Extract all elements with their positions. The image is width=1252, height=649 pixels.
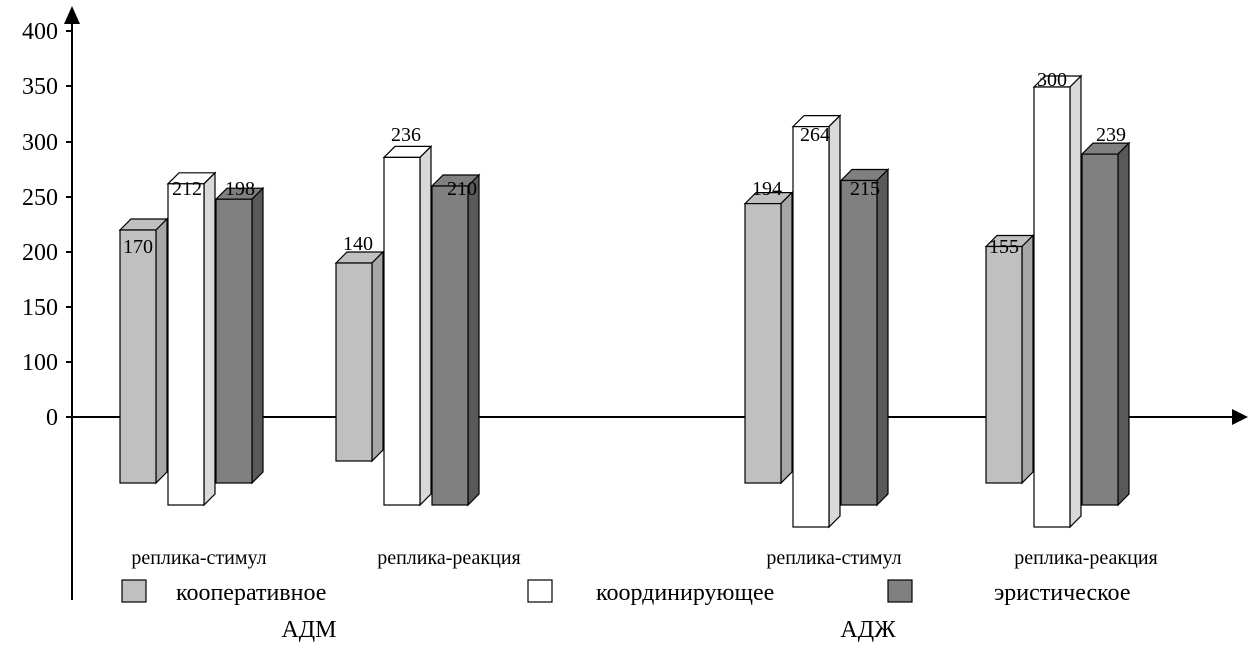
category-label: реплика-реакция bbox=[377, 547, 521, 569]
y-tick-label: 250 bbox=[22, 185, 58, 211]
bar bbox=[743, 191, 794, 485]
legend-label: эристическое bbox=[994, 580, 1131, 606]
y-tick-label: 200 bbox=[22, 240, 58, 266]
bar-value-label: 239 bbox=[1096, 124, 1126, 146]
group-labels: АДМ АДЖ bbox=[281, 617, 896, 643]
bar-front-face bbox=[840, 179, 878, 506]
bar-value-label: 170 bbox=[123, 236, 153, 258]
bar-side-face bbox=[155, 217, 168, 485]
category-label: реплика-стимул bbox=[766, 547, 901, 569]
group-label: АДМ bbox=[281, 617, 336, 643]
group-label: АДЖ bbox=[840, 617, 896, 643]
bar-front-face bbox=[383, 156, 421, 506]
bar-front-face bbox=[792, 125, 830, 528]
bar bbox=[984, 234, 1035, 485]
legend-item: кооперативное bbox=[121, 579, 326, 606]
bar-side-face bbox=[419, 144, 432, 507]
bar-front-face bbox=[167, 183, 205, 506]
bar-side-face bbox=[251, 186, 264, 485]
bar-front-face bbox=[215, 198, 253, 484]
category-labels: реплика-стимул реплика-реакция реплика-сти… bbox=[131, 547, 1157, 569]
bar bbox=[334, 250, 385, 463]
legend-label: координирующее bbox=[596, 580, 774, 606]
bar bbox=[430, 173, 481, 507]
bar-value-label: 212 bbox=[172, 178, 202, 200]
bar bbox=[1080, 141, 1131, 507]
y-tick-label: 0 bbox=[46, 405, 58, 431]
bar-side-face bbox=[828, 114, 841, 529]
bar-side-face bbox=[780, 191, 793, 485]
legend-swatch bbox=[527, 579, 553, 603]
bar-front-face bbox=[1033, 86, 1071, 528]
legend-swatch bbox=[121, 579, 147, 603]
y-tick-label: 350 bbox=[22, 74, 58, 100]
bar-front-face bbox=[744, 203, 782, 484]
bar-side-face bbox=[467, 173, 480, 507]
bar-side-face bbox=[1021, 234, 1034, 485]
bar bbox=[791, 114, 842, 529]
legend-swatch bbox=[887, 579, 913, 603]
y-tick-label: 150 bbox=[22, 295, 58, 321]
bar-front-face bbox=[431, 185, 469, 506]
bar bbox=[1032, 74, 1083, 529]
value-labels: 170 212 198 140 236 210 194 264 215 155 300 239 bbox=[123, 69, 1126, 258]
bar bbox=[839, 168, 890, 507]
bar-side-face bbox=[371, 250, 384, 463]
category-label: реплика-реакция bbox=[1014, 547, 1158, 569]
bar-side-face bbox=[203, 171, 216, 507]
bar-value-label: 300 bbox=[1037, 69, 1067, 91]
bar bbox=[214, 186, 265, 485]
legend-item: координирующее bbox=[527, 579, 774, 606]
bar-value-label: 264 bbox=[800, 124, 830, 146]
bar bbox=[118, 217, 169, 485]
legend: кооперативное координирующее эристическое bbox=[121, 579, 1131, 606]
bars bbox=[118, 74, 1131, 529]
y-tick-label: 100 bbox=[22, 350, 58, 376]
bar-front-face bbox=[1081, 153, 1119, 506]
bar-value-label: 210 bbox=[447, 178, 477, 200]
y-axis-arrow bbox=[64, 6, 80, 24]
legend-item: эристическое bbox=[887, 579, 1131, 606]
bar-value-label: 194 bbox=[752, 178, 782, 200]
y-ticks: 0 100 150 200 250 300 350 400 bbox=[22, 19, 72, 431]
bar-value-label: 215 bbox=[850, 178, 880, 200]
bar-front-face bbox=[119, 229, 157, 484]
x-axis-arrow bbox=[1232, 409, 1248, 425]
y-tick-label: 300 bbox=[22, 130, 58, 156]
bar-value-label: 236 bbox=[391, 124, 421, 146]
y-tick-label: 400 bbox=[22, 19, 58, 45]
legend-label: кооперативное bbox=[176, 580, 326, 606]
bar-front-face bbox=[985, 245, 1023, 484]
category-label: реплика-стимул bbox=[131, 547, 266, 569]
bar-value-label: 140 bbox=[343, 233, 373, 255]
bar bbox=[382, 144, 433, 507]
bar-side-face bbox=[1117, 141, 1130, 507]
bar-front-face bbox=[335, 262, 373, 462]
bar-value-label: 198 bbox=[225, 178, 255, 200]
bar-value-label: 155 bbox=[989, 236, 1019, 258]
bar bbox=[166, 171, 217, 507]
bar-side-face bbox=[876, 168, 889, 507]
bar-side-face bbox=[1069, 74, 1082, 529]
